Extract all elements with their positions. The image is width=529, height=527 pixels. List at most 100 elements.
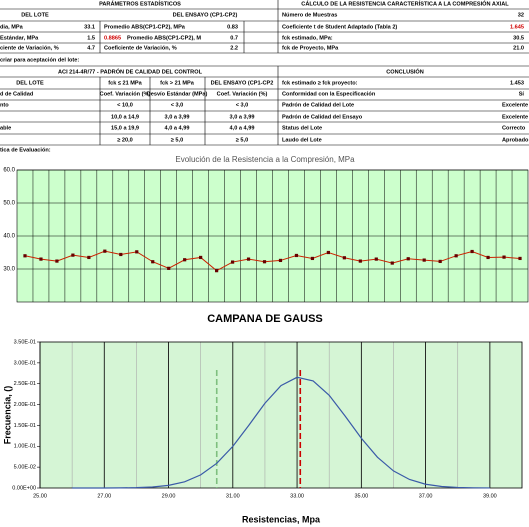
data-point <box>262 260 267 264</box>
y-tick-label: 5.00E-02 <box>14 465 36 471</box>
sheet-cell: dia, MPa <box>0 24 24 30</box>
sheet-cell: < 3,0 <box>171 102 184 108</box>
sheet-cell: Número de Muestras <box>282 12 337 18</box>
x-tick-label: 25.00 <box>33 493 47 499</box>
x-tick-label: 35.00 <box>354 493 368 499</box>
sheet-cell: DEL LOTE <box>21 12 49 18</box>
sheet-cell: able <box>0 125 11 131</box>
sheet-cell: Coef. Variación (%) <box>217 91 268 97</box>
sheet-cell: fck estimado, MPa: <box>282 35 333 41</box>
x-axis-label: Resistencias, Mpa <box>242 514 321 524</box>
data-point <box>39 257 43 261</box>
sheet-cell: PARÁMETROS ESTADÍSTICOS <box>99 0 181 7</box>
data-point <box>422 258 426 262</box>
data-point <box>518 256 522 261</box>
chart1-title: Evolución de la Resistencia a la Compres… <box>175 155 355 164</box>
x-tick-label: 27.00 <box>97 493 111 499</box>
data-point <box>294 253 299 258</box>
sheet-cell: 4,0 a 4,99 <box>230 125 255 131</box>
sheet-cell: ≥ 20,0 <box>117 137 133 143</box>
sheet-cell: Estándar, MPa <box>0 35 39 41</box>
y-tick-label: 2.00E-01 <box>14 402 36 408</box>
sheet-cell: ACI 214-4R/77 - PADRÓN DE CALIDAD DEL CO… <box>58 67 203 75</box>
data-point <box>310 256 315 261</box>
y-tick-label: 2.50E-01 <box>14 381 36 387</box>
y-tick-label: 3.50E-01 <box>14 339 36 345</box>
sheet-cell: tica de Evaluación: <box>0 147 51 153</box>
data-point <box>502 255 506 259</box>
sheet-cell: 3,0 a 3,99 <box>230 114 255 120</box>
data-point <box>71 253 75 257</box>
data-point <box>454 254 458 258</box>
data-point <box>358 259 362 263</box>
sheet-cell: d de Calidad <box>0 91 34 97</box>
sheet-cell: 21.0 <box>513 45 524 51</box>
data-point <box>215 269 219 273</box>
y-tick-label: 1.00E-01 <box>14 444 36 450</box>
sheet-cell: 0.83 <box>227 24 238 30</box>
sheet-cell: 0.7 <box>230 35 238 41</box>
sheet-cell: criar para aceptación del lote: <box>0 57 79 63</box>
sheet-cell: Desvío Estándar (MPa) <box>147 91 208 97</box>
sheet-cell: 3,0 a 3,99 <box>165 114 190 120</box>
data-point <box>23 254 27 258</box>
y-tick-label: 0.00E+00 <box>12 485 36 491</box>
sheet-cell: < 10,0 <box>117 102 133 108</box>
x-tick-label: 39.00 <box>483 493 497 499</box>
data-point <box>199 255 203 260</box>
data-point <box>151 260 155 264</box>
sheet-cell: Padrón de Calidad del Ensayo <box>282 114 363 120</box>
sheet-cell: 33.1 <box>84 24 95 30</box>
sheet-cell: 4,0 a 4,99 <box>165 125 190 131</box>
sheet-cell: DEL ENSAYO (CP1-CP2 <box>211 80 274 86</box>
sheet-cell: Excelente <box>502 114 528 120</box>
chart2-title: CAMPANA DE GAUSS <box>207 313 323 325</box>
sheet-cell: Laudo del Lote <box>282 137 322 143</box>
sheet-cell: CÁLCULO DE LA RESISTENCIA CARACTERÍSTICA… <box>301 0 509 7</box>
y-tick-label: 30.0 <box>3 267 15 273</box>
data-point <box>167 266 171 270</box>
gauss-curve <box>72 376 490 489</box>
sheet-cell: 4.7 <box>87 45 95 51</box>
y-tick-label: 40.0 <box>3 234 15 240</box>
y-tick-label: 1.50E-01 <box>14 423 36 429</box>
sheet-cell: CONCLUSIÓN <box>386 67 424 75</box>
sheet-cell: ≥ 5,0 <box>236 137 248 143</box>
sheet-cell: fck > 21 MPa <box>160 80 195 86</box>
data-point <box>87 255 91 260</box>
y-tick-label: 60.0 <box>3 168 15 174</box>
x-tick-label: 29.00 <box>162 493 176 499</box>
sheet-cell: 2.2 <box>230 45 238 51</box>
sheet-cell: fck estimado ≥ fck proyecto: <box>282 80 358 86</box>
data-point <box>55 259 59 263</box>
sheet-bg <box>0 0 529 155</box>
sheet-cell: 1.645 <box>510 24 524 30</box>
sheet-cell: Correcto <box>502 125 526 131</box>
data-point <box>103 249 107 253</box>
sheet-cell: Sí <box>519 91 525 97</box>
sheet-cell: Status del Lote <box>282 125 322 131</box>
sheet-cell: Coeficiente de Variación, % <box>104 45 177 51</box>
y-tick-label: 3.00E-01 <box>14 360 36 366</box>
sheet-cell: 1.453 <box>510 80 524 86</box>
sheet-cell: Promedio ABS(CP1-CP2), MPa <box>104 24 186 30</box>
sheet-cell: 1.5 <box>87 35 95 41</box>
x-tick-label: 31.00 <box>226 493 240 499</box>
data-point <box>278 258 283 263</box>
sheet-cell: Promedio ABS(CP1-CP2), M <box>127 35 201 41</box>
data-point <box>342 256 346 260</box>
data-point <box>119 252 123 257</box>
sheet-cell: fck ≤ 21 MPa <box>108 80 142 86</box>
data-point <box>486 255 490 260</box>
data-point <box>470 249 474 254</box>
sheet-cell: DEL LOTE <box>16 80 44 86</box>
sheet-cell: Coef. Variación (%) <box>100 91 151 97</box>
sheet-cell: Excelente <box>502 102 528 108</box>
sheet-cell: nto <box>0 102 9 108</box>
sheet-cell: Conformidad con la Especificación <box>282 91 376 97</box>
y-axis-label: Frecuencia, () <box>2 386 12 445</box>
data-point <box>183 258 187 262</box>
sheet-cell: 10,0 a 14,9 <box>111 114 139 120</box>
sheet-cell: Padrón de Calidad del Lote <box>282 102 354 108</box>
